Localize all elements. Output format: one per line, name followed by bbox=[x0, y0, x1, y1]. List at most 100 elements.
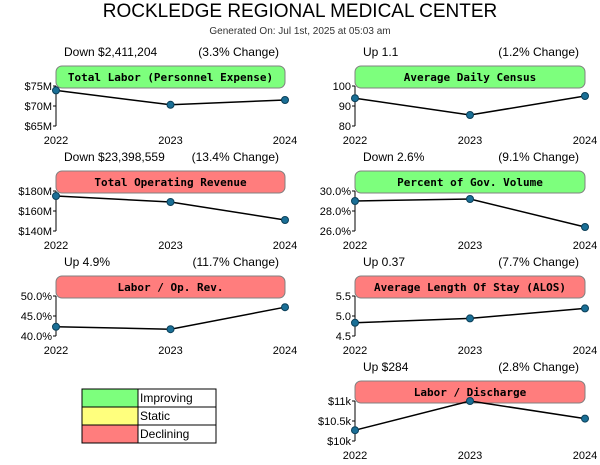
data-point bbox=[581, 414, 589, 423]
chart-panel: Up $284 (2.8% Change) Labor / Discharge $10… bbox=[318, 360, 597, 462]
change-amount: Down $2,411,204 bbox=[64, 45, 158, 59]
chart-title: Total Operating Revenue bbox=[94, 176, 247, 189]
chart-panel: Up 4.9% (11.7% Change) Labor / Op. Rev. 40.… bbox=[21, 255, 297, 357]
data-point bbox=[351, 94, 359, 103]
y-tick-label: 50.0% bbox=[21, 291, 52, 303]
x-tick-label: 2022 bbox=[343, 345, 367, 357]
data-point bbox=[166, 325, 175, 334]
legend-label: Static bbox=[140, 409, 170, 423]
charts-area: Down $2,411,204 (3.3% Change) Total Labor … bbox=[18, 45, 597, 462]
y-tick-label: $180M bbox=[18, 186, 52, 198]
legend-swatch bbox=[81, 388, 139, 408]
y-tick-label: 90 bbox=[339, 101, 351, 113]
x-tick-label: 2024 bbox=[273, 240, 297, 252]
series-line bbox=[354, 400, 586, 431]
change-amount: Down $23,398,559 bbox=[64, 150, 165, 164]
change-amount: Up 0.37 bbox=[363, 255, 405, 269]
change-amount: Down 2.6% bbox=[363, 150, 425, 164]
legend-label: Improving bbox=[140, 391, 193, 405]
chart-title: Average Length Of Stay (ALOS) bbox=[374, 281, 566, 294]
y-tick-label: 5.5 bbox=[336, 291, 351, 303]
change-percent: (11.7% Change) bbox=[193, 255, 280, 269]
y-tick-label: 5.0 bbox=[336, 311, 351, 323]
chart-title: Labor / Op. Rev. bbox=[118, 281, 224, 294]
x-tick-label: 2022 bbox=[44, 345, 68, 357]
x-tick-label: 2023 bbox=[158, 345, 182, 357]
data-point bbox=[52, 322, 60, 331]
legend-swatch bbox=[81, 424, 139, 444]
status-band bbox=[55, 275, 286, 299]
page-title: ROCKLEDGE REGIONAL MEDICAL CENTER bbox=[103, 1, 498, 22]
data-point bbox=[581, 223, 589, 231]
data-point bbox=[466, 314, 474, 323]
chart-panel: Down $23,398,559 (13.4% Change) Total Oper… bbox=[18, 150, 297, 252]
chart-title: Total Labor (Personnel Expense) bbox=[68, 71, 273, 84]
data-point bbox=[281, 216, 289, 224]
status-band bbox=[55, 65, 286, 89]
chart-panel: Up 0.37 (7.7% Change) Average Length Of St… bbox=[336, 255, 598, 357]
status-band bbox=[354, 275, 586, 299]
data-point bbox=[466, 195, 474, 203]
change-percent: (1.2% Change) bbox=[498, 45, 579, 59]
chart-panel: Up 1.1 (1.2% Change) Average Daily Census 8… bbox=[333, 45, 598, 147]
status-band bbox=[354, 65, 586, 89]
x-tick-label: 2024 bbox=[573, 135, 597, 147]
data-point bbox=[351, 318, 359, 327]
data-point bbox=[166, 198, 175, 206]
y-tick-label: 28.0% bbox=[320, 206, 351, 218]
y-tick-label: 80 bbox=[339, 121, 351, 133]
data-point bbox=[581, 92, 589, 100]
data-point bbox=[281, 96, 289, 104]
y-tick-label: 100 bbox=[333, 81, 351, 93]
data-point bbox=[466, 111, 474, 119]
x-tick-label: 2022 bbox=[44, 240, 68, 252]
data-point bbox=[166, 100, 175, 109]
x-tick-label: 2022 bbox=[44, 135, 68, 147]
legend-label: Declining bbox=[140, 427, 189, 441]
legend: Improving Static Declining bbox=[81, 388, 217, 444]
y-tick-label: $11k bbox=[328, 396, 352, 408]
x-tick-label: 2022 bbox=[343, 240, 367, 252]
y-tick-label: $65M bbox=[24, 121, 52, 133]
y-tick-label: 26.0% bbox=[320, 226, 351, 238]
status-band bbox=[354, 170, 586, 194]
x-tick-label: 2022 bbox=[343, 450, 367, 462]
change-percent: (3.3% Change) bbox=[198, 45, 279, 59]
data-point bbox=[52, 86, 60, 95]
chart-panel: Down 2.6% (9.1% Change) Percent of Gov. Vo… bbox=[320, 150, 597, 252]
change-amount: Up 1.1 bbox=[363, 45, 399, 59]
change-amount: Up $284 bbox=[363, 360, 409, 374]
change-percent: (13.4% Change) bbox=[192, 150, 279, 164]
change-percent: (9.1% Change) bbox=[498, 150, 579, 164]
series-line bbox=[354, 198, 586, 228]
change-amount: Up 4.9% bbox=[64, 255, 110, 269]
x-tick-label: 2023 bbox=[158, 240, 182, 252]
y-tick-label: $140M bbox=[18, 226, 52, 238]
x-tick-label: 2024 bbox=[573, 345, 597, 357]
data-point bbox=[351, 426, 359, 435]
x-tick-label: 2023 bbox=[458, 135, 482, 147]
chart-title: Percent of Gov. Volume bbox=[397, 176, 543, 189]
legend-label-cell bbox=[137, 424, 217, 444]
x-tick-label: 2024 bbox=[573, 450, 597, 462]
data-point bbox=[281, 303, 289, 312]
legend-swatch bbox=[81, 406, 139, 426]
x-tick-label: 2024 bbox=[273, 345, 297, 357]
y-tick-label: $75M bbox=[24, 81, 52, 93]
x-tick-label: 2024 bbox=[273, 135, 297, 147]
x-tick-label: 2023 bbox=[458, 240, 482, 252]
chart-title: Labor / Discharge bbox=[414, 386, 527, 399]
x-tick-label: 2023 bbox=[458, 450, 482, 462]
chart-panel: Down $2,411,204 (3.3% Change) Total Labor … bbox=[24, 45, 297, 147]
y-tick-label: 45.0% bbox=[21, 311, 52, 323]
y-tick-label: $10k bbox=[327, 436, 351, 448]
y-tick-label: 30.0% bbox=[320, 186, 351, 198]
y-tick-label: $10.5k bbox=[318, 416, 352, 428]
data-point bbox=[351, 197, 359, 205]
y-tick-label: 40.0% bbox=[21, 331, 52, 343]
x-tick-label: 2023 bbox=[158, 135, 182, 147]
y-tick-label: 4.5 bbox=[336, 331, 351, 343]
data-point bbox=[581, 304, 589, 313]
y-tick-label: $160M bbox=[18, 206, 52, 218]
